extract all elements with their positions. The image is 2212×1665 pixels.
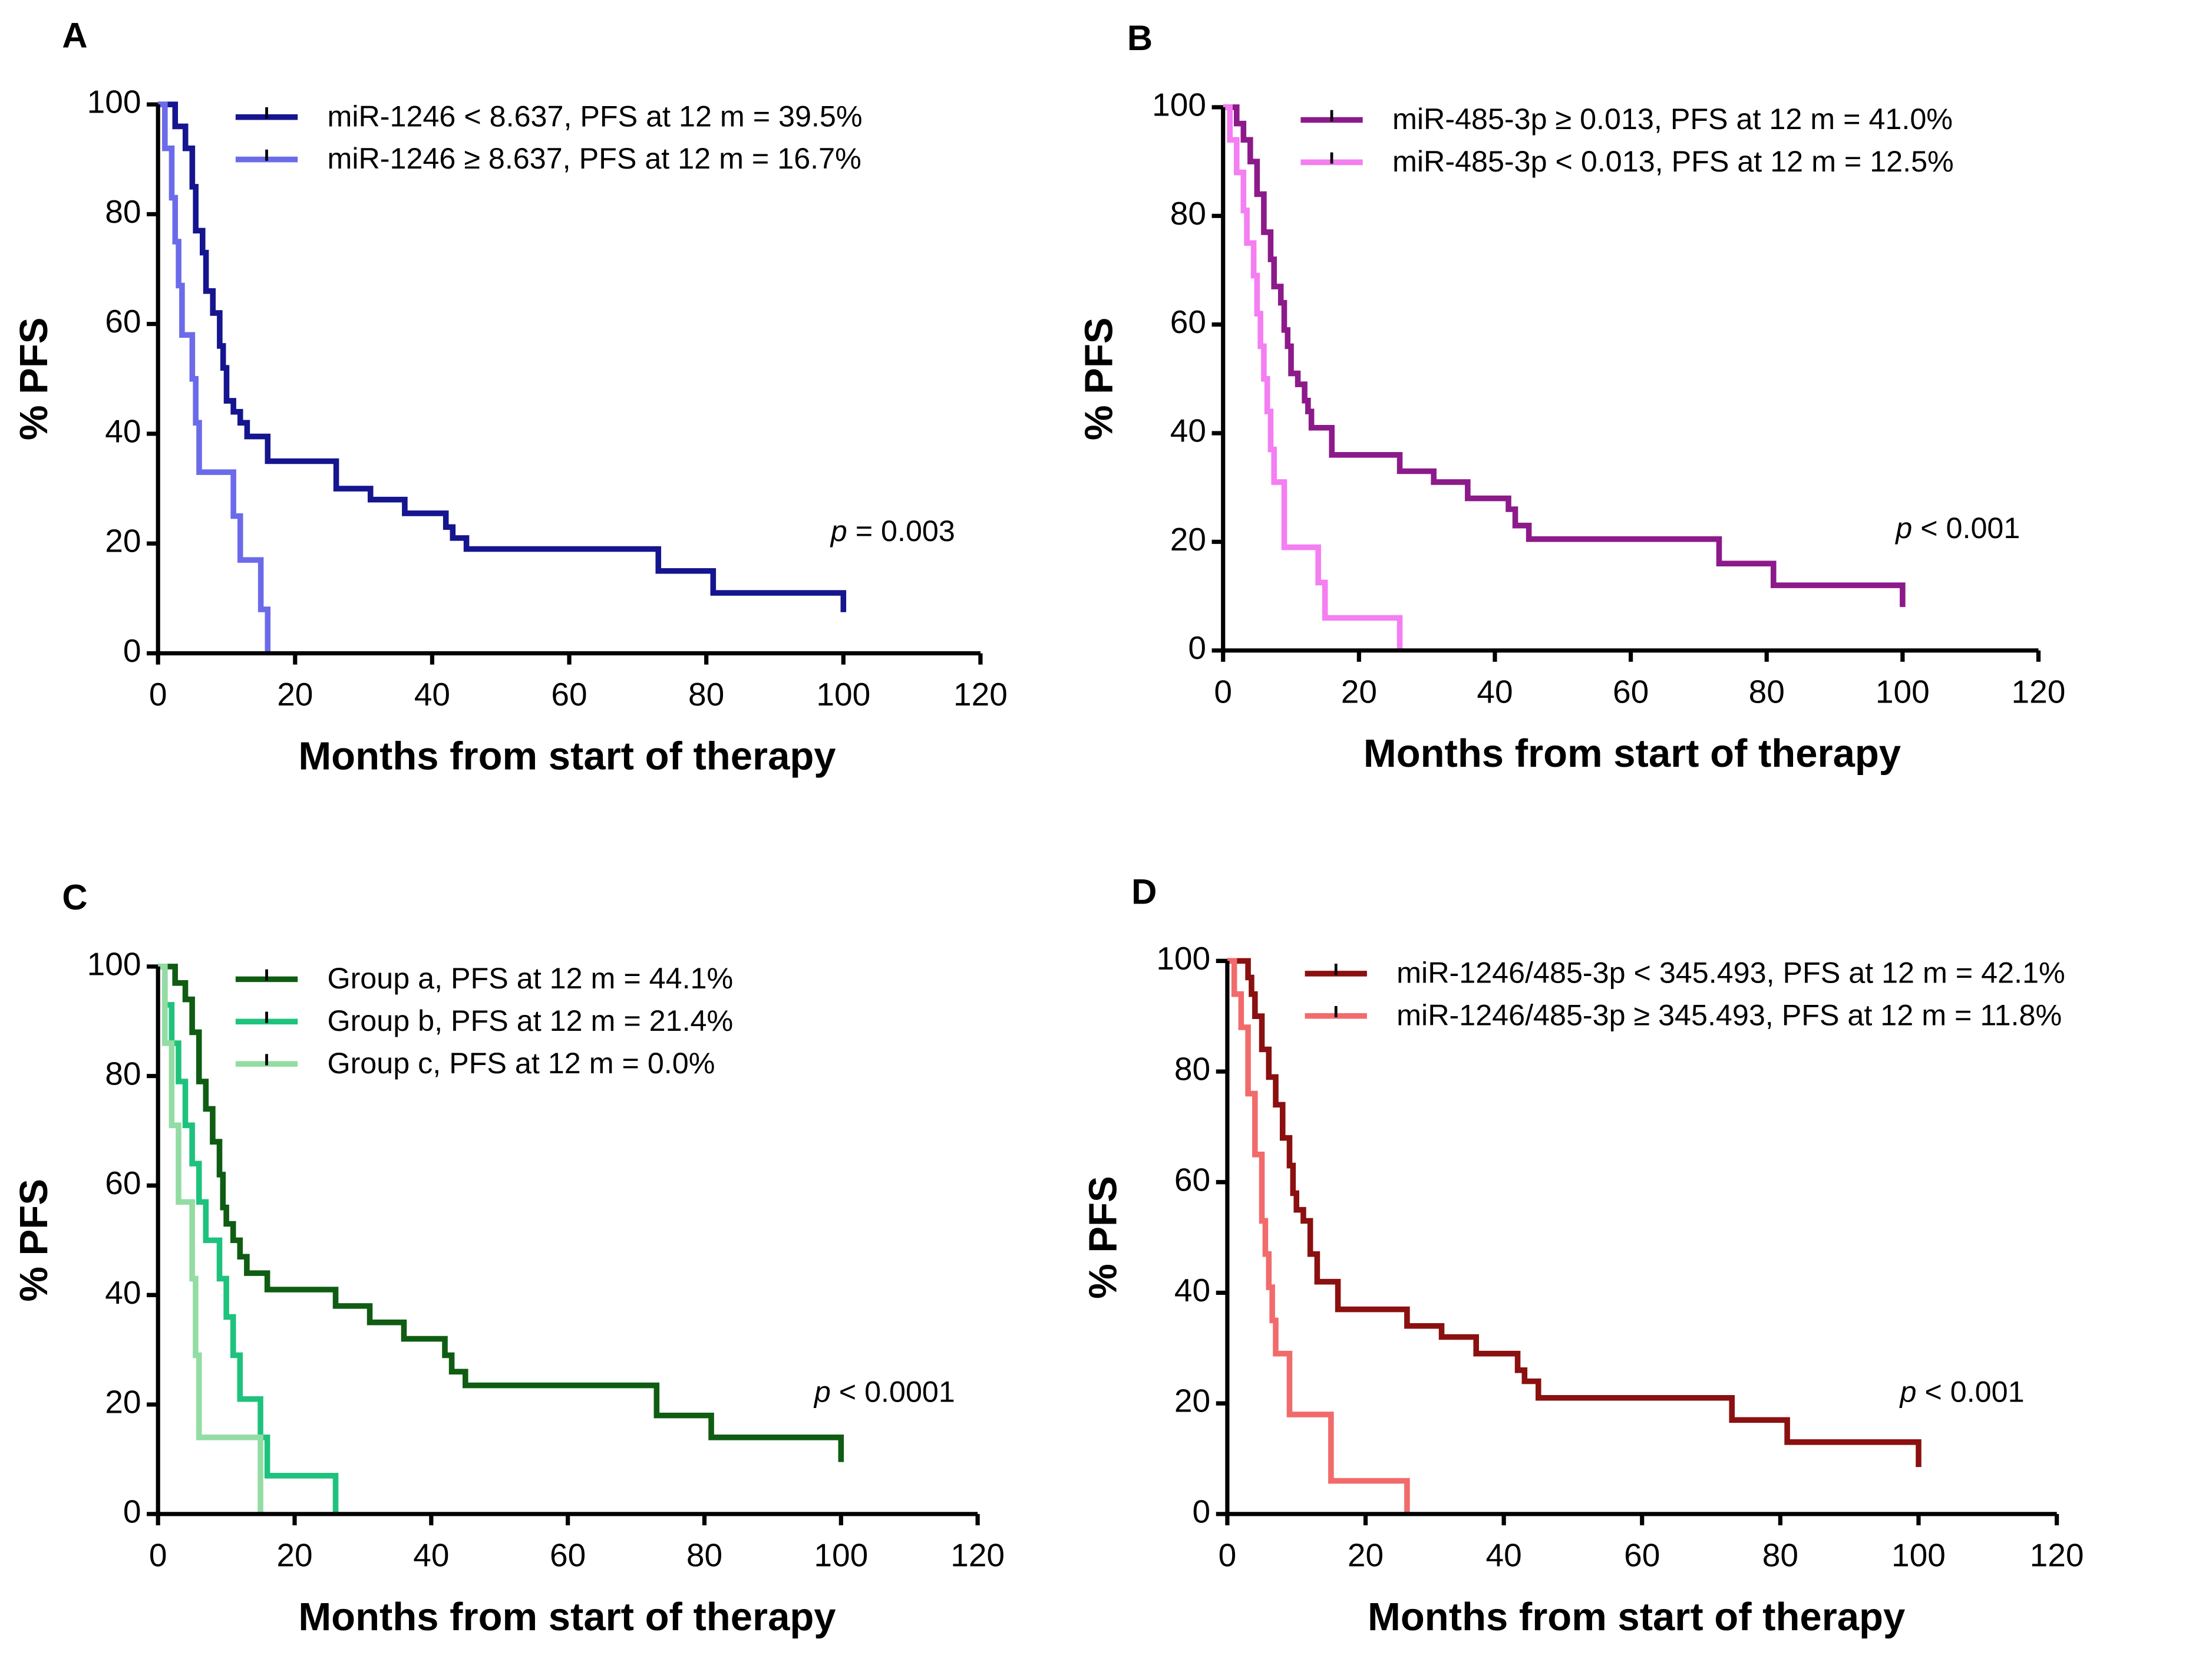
panel-label: C [62, 878, 87, 917]
x-tick-label: 120 [950, 1537, 1005, 1574]
legend-label: miR-1246/485-3p ≥ 345.493, PFS at 12 m =… [1396, 998, 2062, 1031]
x-tick-label: 0 [149, 676, 167, 713]
legend-label: Group c, PFS at 12 m = 0.0% [327, 1046, 715, 1080]
p-symbol: p [813, 1375, 831, 1409]
y-tick-label: 20 [1174, 1383, 1210, 1419]
y-axis-title: % PFS [1081, 1176, 1125, 1299]
y-tick-label: 20 [105, 1384, 141, 1420]
x-tick-label: 40 [414, 676, 450, 713]
x-tick-label: 120 [2030, 1537, 2084, 1574]
x-tick-label: 40 [1486, 1537, 1522, 1574]
survival-curve [158, 964, 339, 1514]
x-axis-title: Months from start of therapy [298, 734, 836, 779]
y-tick-label: 40 [1174, 1272, 1210, 1308]
x-tick-label: 100 [1876, 673, 1930, 710]
p-value-annotation: p = 0.003 [830, 514, 955, 548]
survival-curve [1227, 958, 1922, 1468]
y-tick-label: 40 [1170, 413, 1206, 449]
survival-curve [158, 964, 263, 1514]
x-tick-label: 120 [953, 676, 1008, 713]
p-symbol: p [1894, 511, 1912, 545]
survival-curve [158, 101, 847, 612]
x-tick-label: 80 [688, 676, 724, 713]
legend-label: Group a, PFS at 12 m = 44.1% [327, 961, 733, 995]
y-tick-label: 60 [105, 1165, 141, 1201]
x-tick-label: 60 [551, 676, 587, 713]
y-tick-label: 0 [123, 1493, 141, 1529]
p-value-annotation: p < 0.001 [1899, 1375, 2024, 1409]
legend-label: miR-485-3p < 0.013, PFS at 12 m = 12.5% [1392, 144, 1954, 178]
legend-label: miR-1246/485-3p < 345.493, PFS at 12 m =… [1396, 956, 2065, 990]
x-axis-title: Months from start of therapy [298, 1595, 836, 1639]
y-axis-title: % PFS [1077, 318, 1121, 441]
y-tick-label: 100 [1156, 940, 1210, 977]
legend-label: Group b, PFS at 12 m = 21.4% [327, 1004, 733, 1037]
x-tick-label: 80 [1762, 1537, 1798, 1574]
x-tick-label: 0 [149, 1537, 167, 1574]
x-tick-label: 20 [276, 1537, 312, 1574]
y-tick-label: 80 [1170, 195, 1206, 232]
y-tick-label: 80 [105, 193, 141, 230]
panel-label: B [1127, 18, 1153, 58]
y-tick-label: 80 [1174, 1051, 1210, 1087]
survival-curve [1223, 104, 1906, 607]
p-value-annotation: p < 0.0001 [813, 1375, 955, 1409]
y-tick-label: 20 [105, 523, 141, 559]
x-tick-label: 40 [413, 1537, 449, 1574]
x-tick-label: 20 [1348, 1537, 1384, 1574]
x-tick-label: 0 [1219, 1537, 1237, 1574]
p-symbol: p [830, 514, 847, 548]
x-tick-label: 60 [550, 1537, 586, 1574]
legend-label: miR-485-3p ≥ 0.013, PFS at 12 m = 41.0% [1392, 102, 1953, 136]
y-tick-label: 60 [105, 303, 141, 339]
x-axis-title: Months from start of therapy [1368, 1595, 1905, 1639]
y-tick-label: 80 [105, 1055, 141, 1092]
p-value: < 0.001 [1924, 1375, 2024, 1409]
y-tick-label: 0 [1188, 629, 1206, 666]
p-value-annotation: p < 0.001 [1894, 511, 2020, 545]
legend-label: miR-1246 < 8.637, PFS at 12 m = 39.5% [327, 99, 862, 133]
y-tick-label: 0 [1193, 1493, 1211, 1529]
x-tick-label: 20 [1341, 673, 1377, 710]
y-tick-label: 100 [1152, 86, 1206, 123]
survival-curve [1227, 958, 1410, 1514]
p-value: < 0.0001 [839, 1375, 955, 1409]
y-tick-label: 20 [1170, 521, 1206, 558]
panel-label: A [62, 15, 87, 55]
x-tick-label: 0 [1214, 673, 1232, 710]
x-axis-title: Months from start of therapy [1363, 731, 1901, 776]
y-tick-label: 100 [87, 84, 141, 120]
survival-curve [1223, 104, 1403, 651]
x-tick-label: 100 [1891, 1537, 1946, 1574]
legend-label: miR-1246 ≥ 8.637, PFS at 12 m = 16.7% [327, 141, 861, 175]
x-tick-label: 60 [1613, 673, 1649, 710]
x-tick-label: 100 [814, 1537, 868, 1574]
x-tick-label: 120 [2012, 673, 2066, 710]
survival-curve [158, 101, 271, 654]
x-tick-label: 20 [277, 676, 313, 713]
x-tick-label: 40 [1477, 673, 1513, 710]
y-axis-title: % PFS [12, 1179, 56, 1302]
y-axis-title: % PFS [12, 318, 56, 441]
x-tick-label: 100 [816, 676, 870, 713]
y-tick-label: 60 [1170, 304, 1206, 340]
y-tick-label: 60 [1174, 1161, 1210, 1198]
y-tick-label: 40 [105, 413, 141, 449]
x-tick-label: 60 [1624, 1537, 1660, 1574]
x-tick-label: 80 [1749, 673, 1785, 710]
y-tick-label: 40 [105, 1274, 141, 1311]
p-symbol: p [1899, 1375, 1916, 1409]
p-value: = 0.003 [856, 514, 955, 548]
p-value: < 0.001 [1920, 511, 2020, 545]
panel-label: D [1131, 872, 1157, 912]
x-tick-label: 80 [686, 1537, 722, 1574]
y-tick-label: 0 [123, 632, 141, 669]
y-tick-label: 100 [87, 945, 141, 982]
survival-curve [158, 964, 844, 1462]
